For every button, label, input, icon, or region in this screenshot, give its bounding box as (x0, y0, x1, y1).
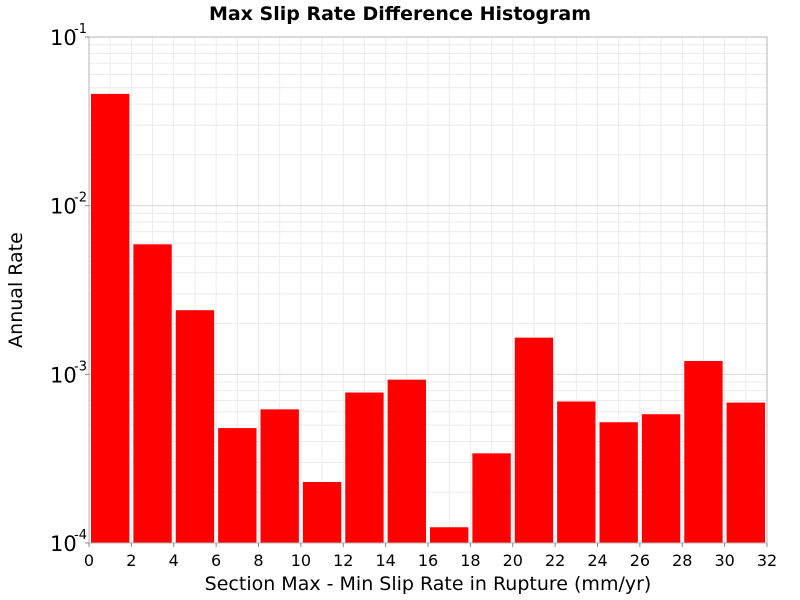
y-tick-exponent: -1 (74, 22, 87, 37)
histogram-bar (641, 414, 681, 543)
x-tick-label: 20 (503, 551, 523, 570)
x-tick-label: 2 (126, 551, 136, 570)
histogram-bar (175, 310, 215, 543)
x-tick-label: 28 (672, 551, 692, 570)
histogram-bar (430, 527, 469, 543)
x-tick-label: 8 (253, 551, 263, 570)
histogram-bar (472, 453, 511, 543)
histogram-bar (557, 401, 596, 543)
y-tick-label: 10 (50, 26, 77, 50)
x-tick-label: 10 (291, 551, 311, 570)
bars (91, 93, 765, 544)
x-tick-label: 0 (84, 551, 94, 570)
x-tick-label: 32 (757, 551, 777, 570)
histogram-bar (726, 402, 765, 543)
histogram-bar (599, 422, 638, 543)
x-tick-label: 16 (418, 551, 438, 570)
histogram-bar (514, 337, 554, 543)
x-tick-label: 14 (375, 551, 395, 570)
chart-title: Max Slip Rate Difference Histogram (209, 3, 591, 25)
histogram-bar (302, 481, 342, 543)
y-tick-label: 10 (50, 532, 77, 556)
y-tick-label: 10 (50, 195, 77, 219)
histogram-bar (387, 379, 426, 543)
histogram-bar (345, 392, 384, 543)
x-tick-label: 26 (630, 551, 650, 570)
y-axis-label: Annual Rate (5, 232, 27, 348)
x-tick-label: 24 (587, 551, 607, 570)
histogram-bar (260, 409, 299, 543)
histogram-bar (218, 428, 257, 543)
y-tick-exponent: -4 (74, 528, 87, 543)
y-tick-exponent: -2 (74, 191, 87, 206)
histogram-bar (684, 360, 723, 543)
x-axis-label: Section Max - Min Slip Rate in Rupture (… (205, 573, 652, 595)
x-tick-label: 22 (545, 551, 565, 570)
x-axis-ticks: 0 2 4 6 8 10 12 14 16 18 20 22 24 26 28 30 32 (84, 543, 777, 570)
histogram-bar (133, 244, 172, 544)
x-tick-label: 30 (714, 551, 734, 570)
y-axis-ticks: 10-110-210-310-4 (50, 22, 89, 556)
y-tick-exponent: -3 (74, 359, 87, 374)
y-tick-label: 10 (50, 363, 77, 387)
x-tick-label: 6 (211, 551, 221, 570)
x-tick-label: 18 (460, 551, 480, 570)
x-tick-label: 12 (333, 551, 353, 570)
x-tick-label: 4 (169, 551, 179, 570)
histogram-bar (91, 93, 130, 543)
